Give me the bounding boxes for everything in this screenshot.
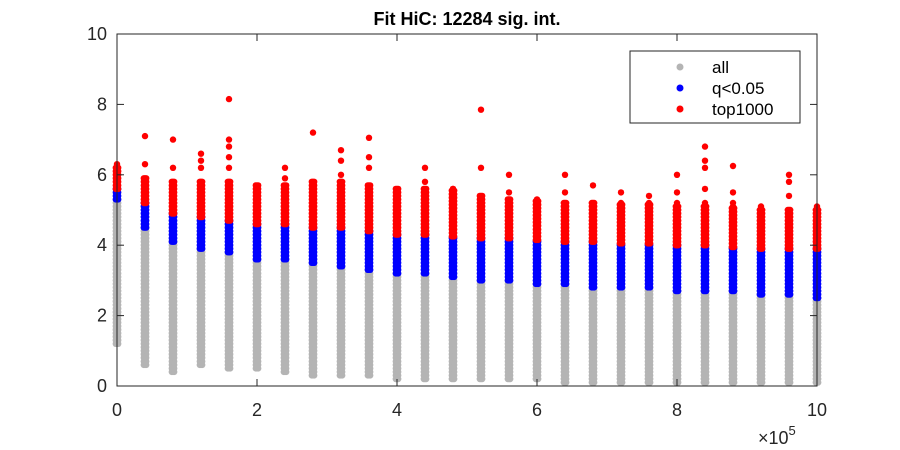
data-points <box>112 95 822 386</box>
